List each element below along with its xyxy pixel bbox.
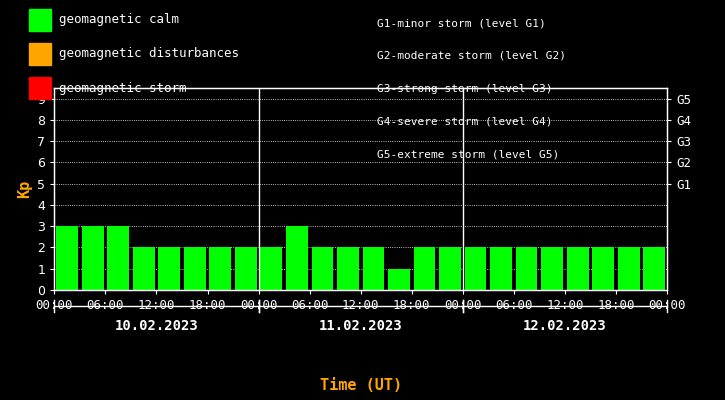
Bar xyxy=(388,269,410,290)
Bar xyxy=(57,226,78,290)
Bar xyxy=(490,248,512,290)
Text: G2-moderate storm (level G2): G2-moderate storm (level G2) xyxy=(377,51,566,61)
Text: G5-extreme storm (level G5): G5-extreme storm (level G5) xyxy=(377,149,559,159)
Text: geomagnetic calm: geomagnetic calm xyxy=(59,14,180,26)
Bar xyxy=(592,248,614,290)
Bar xyxy=(158,248,180,290)
Bar xyxy=(286,226,307,290)
Y-axis label: Kp: Kp xyxy=(17,180,32,198)
Bar xyxy=(337,248,359,290)
Bar xyxy=(515,248,537,290)
Bar xyxy=(312,248,334,290)
Text: Time (UT): Time (UT) xyxy=(320,378,402,394)
Bar xyxy=(618,248,639,290)
Bar xyxy=(439,248,461,290)
Text: 11.02.2023: 11.02.2023 xyxy=(319,319,402,333)
Bar xyxy=(567,248,589,290)
Bar xyxy=(414,248,435,290)
Bar xyxy=(260,248,282,290)
Bar xyxy=(133,248,154,290)
Bar xyxy=(184,248,206,290)
Bar xyxy=(362,248,384,290)
Text: G3-strong storm (level G3): G3-strong storm (level G3) xyxy=(377,84,552,94)
Text: G1-minor storm (level G1): G1-minor storm (level G1) xyxy=(377,18,546,28)
Text: G4-severe storm (level G4): G4-severe storm (level G4) xyxy=(377,116,552,126)
Bar xyxy=(542,248,563,290)
Bar xyxy=(235,248,257,290)
Text: geomagnetic storm: geomagnetic storm xyxy=(59,82,187,94)
Bar xyxy=(210,248,231,290)
Bar xyxy=(643,248,665,290)
Bar xyxy=(82,226,104,290)
Text: 10.02.2023: 10.02.2023 xyxy=(115,319,199,333)
Bar xyxy=(107,226,129,290)
Text: 12.02.2023: 12.02.2023 xyxy=(523,319,607,333)
Bar xyxy=(465,248,486,290)
Text: geomagnetic disturbances: geomagnetic disturbances xyxy=(59,48,239,60)
